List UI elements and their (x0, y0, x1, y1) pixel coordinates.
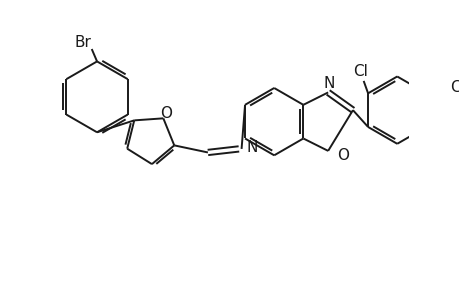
Text: Cl: Cl (352, 64, 367, 79)
Text: Cl: Cl (449, 80, 459, 94)
Text: N: N (246, 140, 257, 154)
Text: Br: Br (74, 35, 91, 50)
Text: O: O (336, 148, 348, 163)
Text: O: O (160, 106, 172, 122)
Text: N: N (323, 76, 334, 91)
